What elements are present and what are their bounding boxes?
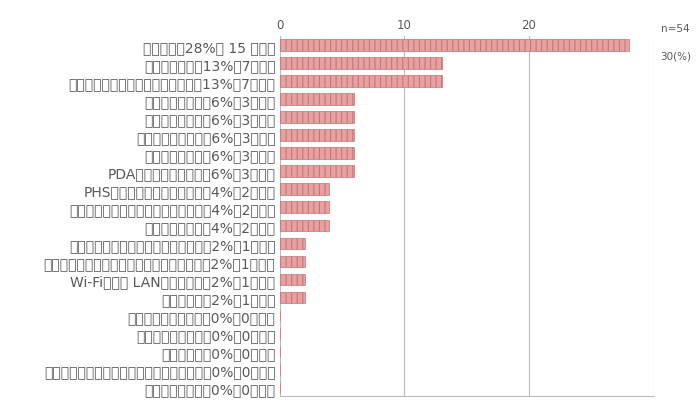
Text: 30(%): 30(%)	[661, 51, 691, 61]
Bar	[280, 130, 354, 142]
Bar	[280, 112, 354, 124]
Bar	[280, 292, 305, 304]
Bar	[280, 94, 354, 106]
Bar	[280, 202, 329, 214]
Bar	[280, 40, 628, 52]
Bar	[280, 148, 354, 160]
Bar	[280, 58, 442, 70]
Bar	[280, 220, 329, 232]
Bar	[280, 274, 305, 285]
Text: n=54: n=54	[661, 24, 689, 34]
Bar	[280, 166, 354, 178]
Bar	[280, 256, 305, 268]
Bar	[280, 184, 329, 196]
Bar	[280, 76, 442, 88]
Bar	[280, 238, 305, 249]
